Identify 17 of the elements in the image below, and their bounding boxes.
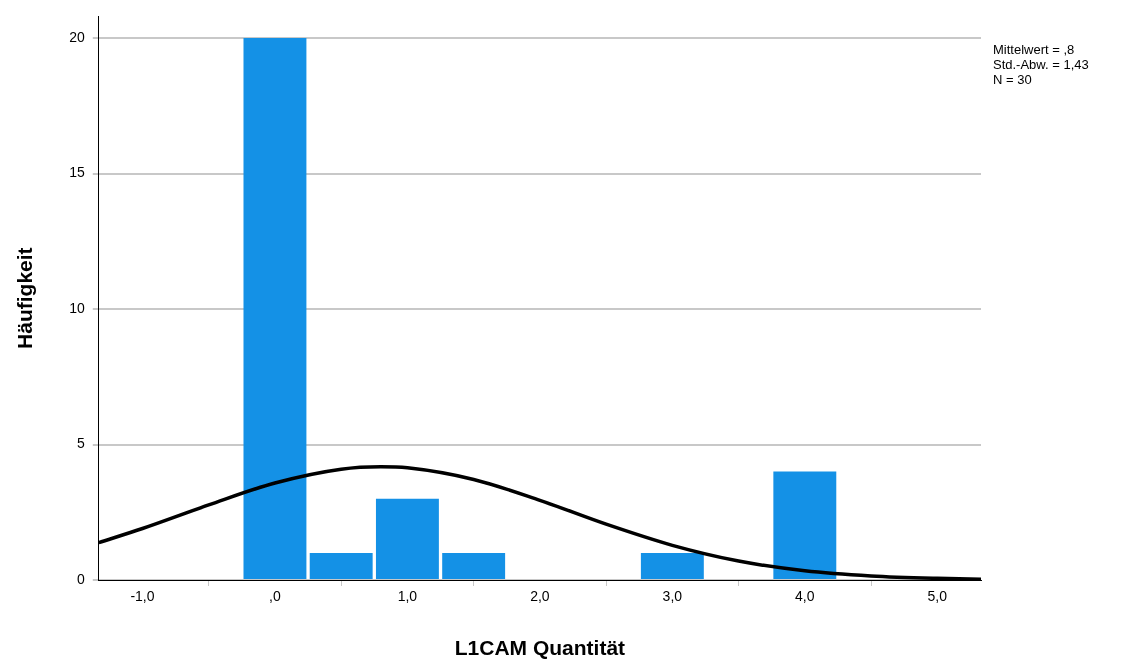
text: Std.-Abw. = 1,43	[993, 57, 1089, 73]
text: Mittelwert = ,8	[993, 42, 1075, 58]
x-axis-title: L1CAM Quantität	[454, 636, 626, 660]
x-tick-label: 5,0	[927, 588, 948, 605]
text: N = 30	[993, 72, 1032, 88]
y-tick-label: 20	[69, 28, 85, 45]
x-tick-label: 2,0	[530, 588, 550, 605]
y-tick-label: 0	[76, 570, 85, 587]
y-axis-title: Häufigkeit	[13, 247, 37, 349]
y-tick-label: 5	[76, 435, 85, 452]
x-tick-label: 4,0	[795, 588, 815, 605]
x-tick-label: -1,0	[130, 588, 155, 605]
x-tick-label: 1,0	[397, 588, 418, 605]
x-tick-label: 3,0	[662, 588, 683, 605]
y-tick-label: 10	[69, 299, 85, 316]
y-tick-label: 15	[69, 164, 85, 181]
x-tick-label: ,0	[269, 588, 281, 605]
